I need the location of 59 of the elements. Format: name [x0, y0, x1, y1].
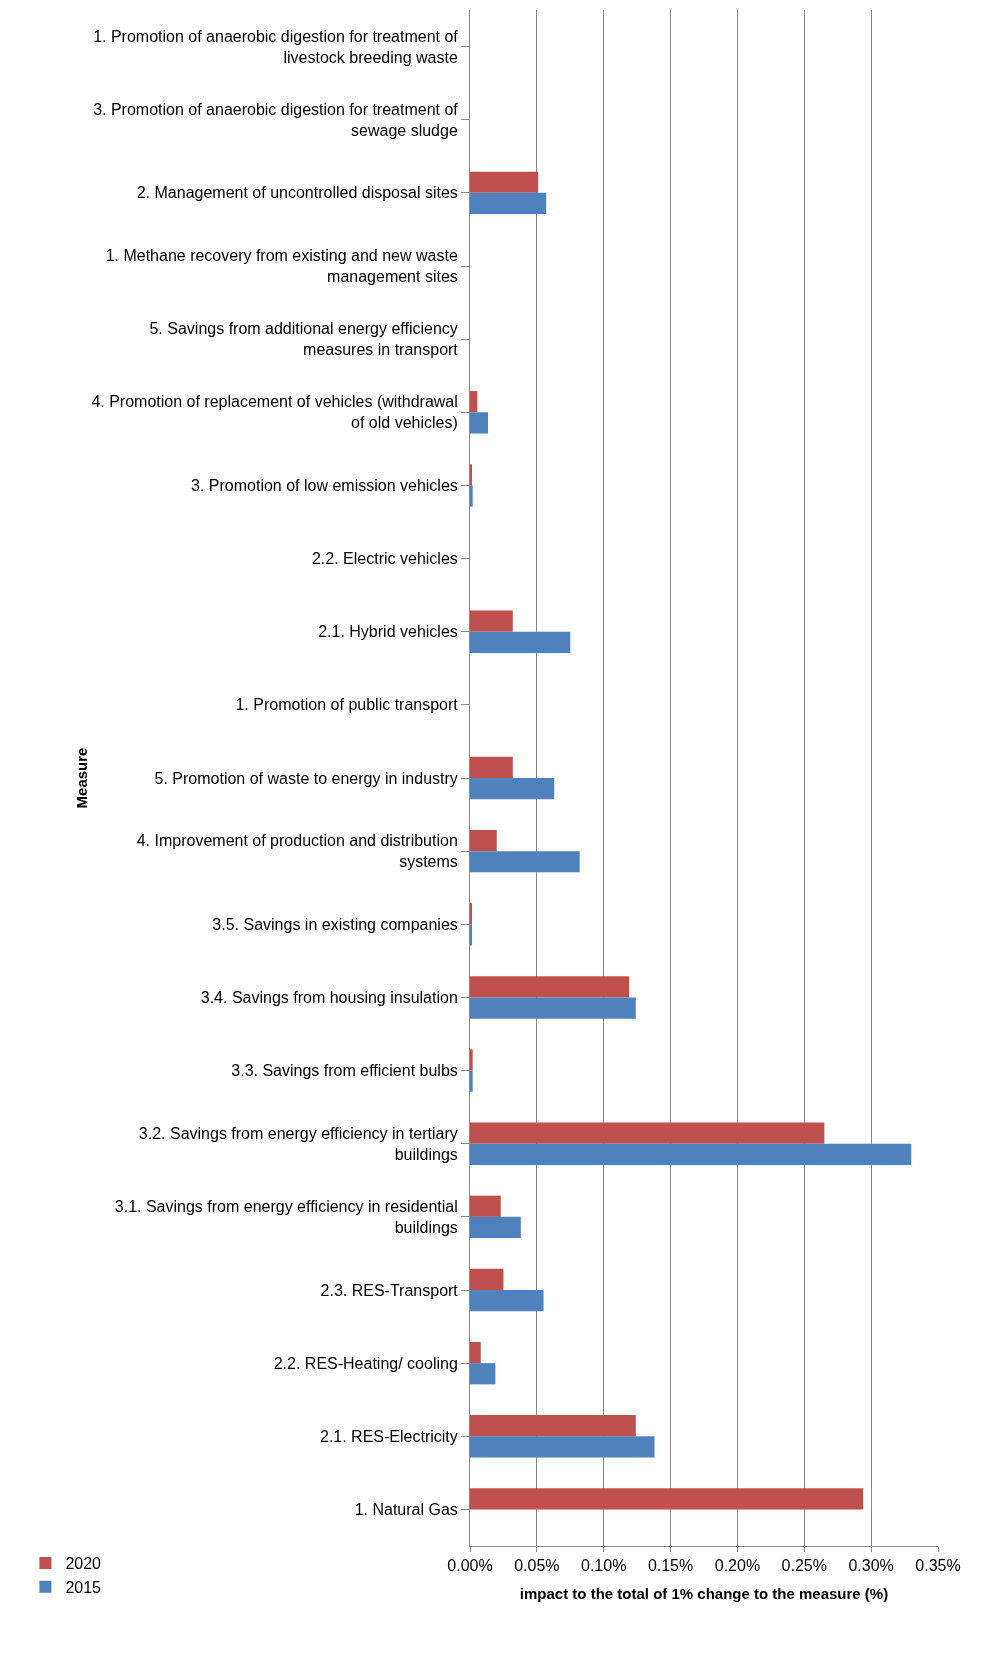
bar — [470, 1290, 544, 1312]
bar — [470, 1122, 825, 1144]
bar — [470, 192, 547, 215]
y-tick-label: 1. Promotion of public transport — [235, 696, 459, 714]
legend-label: 2020 — [65, 1555, 102, 1573]
bar — [470, 1488, 864, 1510]
y-tick-label: 2.1. RES-Electricity — [319, 1427, 458, 1445]
y-tick-label: 4. Improvement of production and distribution systems — [136, 832, 458, 871]
bar — [470, 631, 571, 653]
bar — [470, 1143, 912, 1165]
y-tick-label: 3.4. Savings from housing insulation — [200, 989, 458, 1007]
bar — [470, 851, 580, 873]
y-tick-label: 3.5. Savings in existing companies — [212, 915, 458, 933]
y-tick-label: 1. Promotion of anaerobic digestion for treatment of livestock breeding waste — [93, 27, 459, 66]
bar — [470, 829, 497, 852]
bar — [470, 778, 555, 800]
y-tick-label: 5. Promotion of waste to energy in industry — [154, 769, 458, 787]
y-tick-label: 1. Methane recovery from existing and new waste management sites — [105, 247, 458, 285]
y-tick-label: 3. Promotion of low emission vehicles — [191, 477, 458, 495]
bar — [470, 1070, 473, 1092]
bar — [470, 1363, 496, 1385]
bar — [470, 1195, 501, 1217]
y-tick-label: 5. Savings from additional energy efficiency measures in transport — [149, 320, 459, 359]
x-tick-label: 0.05% — [514, 1557, 560, 1575]
x-tick-label: 0.35% — [915, 1557, 961, 1575]
bar — [470, 1341, 481, 1364]
x-tick-label: 0.00% — [447, 1557, 493, 1575]
bar — [470, 1436, 655, 1458]
y-tick-label: 2.3. RES-Transport — [320, 1281, 459, 1299]
x-tick-label: 0.15% — [647, 1557, 694, 1575]
bar — [470, 391, 478, 413]
y-tick-label: 2.2. RES-Heating/ cooling — [273, 1354, 458, 1372]
x-tick-label: 0.10% — [581, 1557, 627, 1575]
y-tick-label: 3.1. Savings from energy efficiency in residential buildings — [114, 1198, 458, 1236]
bar — [470, 1268, 504, 1290]
bar — [470, 976, 630, 998]
y-tick-label: 2.2. Electric vehicles — [311, 550, 458, 568]
y-tick-label: 3.3. Savings from efficient bulbs — [231, 1062, 458, 1080]
y-tick-label: 3.2. Savings from energy efficiency in tertiary buildings — [138, 1124, 458, 1163]
bar — [470, 610, 513, 632]
y-axis-title: Measure — [72, 747, 90, 809]
bar — [470, 756, 513, 778]
bar — [470, 1415, 636, 1437]
x-axis-title: impact to the total of 1% change to the measure (%) — [519, 1585, 889, 1603]
legend-label: 2015 — [65, 1578, 102, 1596]
y-tick-label: 4. Promotion of replacement of vehicles (withdrawal of old vehicles) — [91, 393, 458, 432]
x-tick-label: 0.25% — [781, 1557, 827, 1575]
bar — [470, 997, 636, 1019]
x-tick-label: 0.20% — [714, 1557, 761, 1575]
bar — [470, 1049, 473, 1071]
y-tick-label: 2. Management of uncontrolled disposal sites — [136, 184, 458, 202]
y-tick-label: 1. Natural Gas — [354, 1501, 458, 1519]
x-tick-label: 0.30% — [848, 1557, 894, 1575]
bar — [470, 171, 539, 193]
bar — [470, 485, 473, 507]
y-tick-label: 3. Promotion of anaerobic digestion for treatment of sewage sludge — [93, 100, 459, 139]
bar — [470, 1216, 521, 1239]
y-tick-label: 2.1. Hybrid vehicles — [318, 623, 458, 641]
bar — [470, 412, 489, 434]
